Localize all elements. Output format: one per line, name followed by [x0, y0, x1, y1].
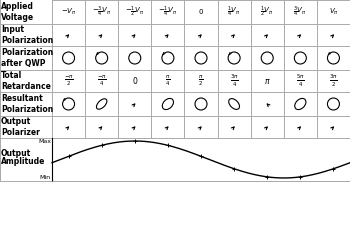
Text: $\frac{\pi}{4}$: $\frac{\pi}{4}$	[165, 74, 170, 88]
Text: Applied
Voltage: Applied Voltage	[1, 2, 34, 22]
Text: Min: Min	[40, 175, 51, 180]
Text: $\pi$: $\pi$	[264, 76, 271, 86]
Text: $-V_{\pi}$: $-V_{\pi}$	[61, 7, 76, 17]
Text: $0$: $0$	[132, 75, 138, 87]
Text: $\frac{3\pi}{4}$: $\frac{3\pi}{4}$	[230, 73, 238, 89]
Text: $\frac{-\pi}{4}$: $\frac{-\pi}{4}$	[97, 74, 106, 88]
Text: $-\frac{1}{2}V_{\pi}$: $-\frac{1}{2}V_{\pi}$	[125, 5, 145, 19]
Text: Polarization
after QWP: Polarization after QWP	[1, 48, 53, 68]
Text: Input
Polarization: Input Polarization	[1, 25, 53, 45]
Text: Output: Output	[1, 149, 31, 158]
Text: Resultant
Polarization: Resultant Polarization	[1, 94, 53, 114]
Text: $\frac{1}{4}V_{\pi}$: $\frac{1}{4}V_{\pi}$	[227, 5, 241, 19]
Text: Total
Retardance: Total Retardance	[1, 71, 51, 91]
Text: Max: Max	[38, 139, 51, 144]
Text: $0$: $0$	[198, 7, 204, 16]
Text: $\frac{3}{4}V_{\pi}$: $\frac{3}{4}V_{\pi}$	[293, 5, 307, 19]
Text: Output
Polarizer: Output Polarizer	[1, 117, 40, 137]
Text: $V_{\pi}$: $V_{\pi}$	[329, 7, 338, 17]
Text: $\frac{\pi}{2}$: $\frac{\pi}{2}$	[198, 74, 204, 88]
Text: $\frac{1}{2}V_{\pi}$: $\frac{1}{2}V_{\pi}$	[260, 5, 274, 19]
Text: $\frac{-\pi}{2}$: $\frac{-\pi}{2}$	[64, 74, 74, 88]
Text: $\frac{3\pi}{2}$: $\frac{3\pi}{2}$	[329, 73, 338, 89]
Text: $-\frac{3}{4}V_{\pi}$: $-\frac{3}{4}V_{\pi}$	[92, 5, 112, 19]
Text: $-\frac{1}{4}V_{\pi}$: $-\frac{1}{4}V_{\pi}$	[158, 5, 178, 19]
Text: $\frac{5\pi}{4}$: $\frac{5\pi}{4}$	[296, 73, 305, 89]
Text: Amplitude: Amplitude	[1, 157, 46, 166]
